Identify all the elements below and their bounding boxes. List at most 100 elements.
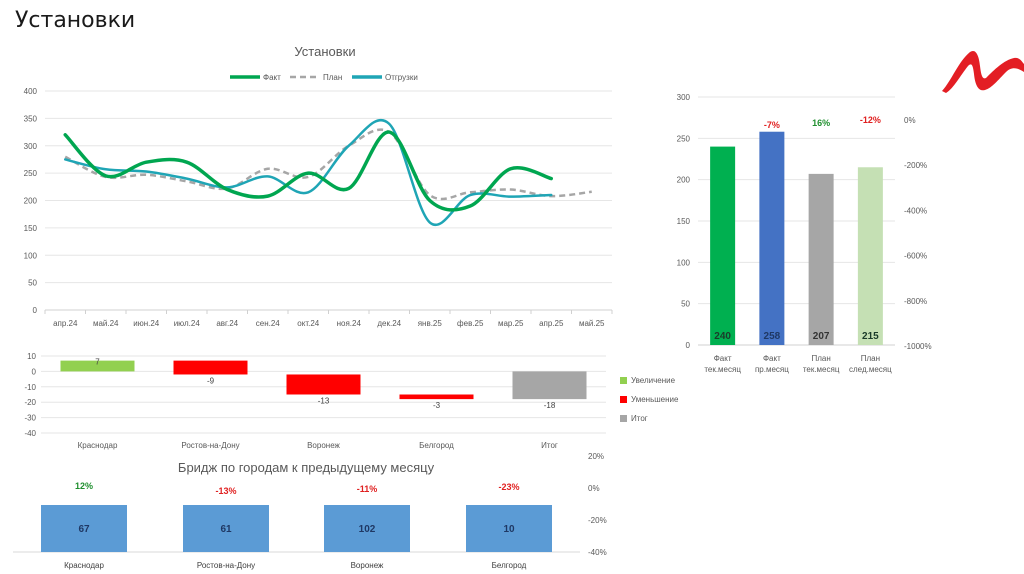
pct-change-label: -7% (764, 120, 780, 130)
x-tick-label: май.25 (579, 319, 605, 328)
y-tick-label: 300 (677, 93, 691, 102)
x-tick-label: сен.24 (256, 319, 281, 328)
legend-label: План (323, 73, 342, 82)
y-tick-label: 100 (24, 251, 38, 260)
y-tick-label: 50 (681, 300, 690, 309)
legend-label: Уменьшение (631, 395, 679, 404)
y-tick-label: -10 (24, 383, 36, 392)
legend-swatch (620, 415, 627, 422)
bar-value-label: 240 (714, 331, 731, 342)
pct-change-label: -23% (498, 482, 519, 492)
y-tick-label: 350 (24, 114, 38, 123)
bar-value-label: -3 (433, 401, 441, 410)
y-tick-label: 400 (24, 87, 38, 96)
x-tick-label: мар.25 (498, 319, 524, 328)
y2-tick-label: -400% (904, 206, 927, 215)
y-tick-label: 0 (686, 341, 691, 350)
pct-change-label: 16% (812, 118, 830, 128)
y2-tick-label: -40% (588, 548, 607, 557)
x-tick-label: ноя.24 (337, 319, 362, 328)
x-tick-label: авг.24 (216, 319, 238, 328)
bar-value-label: 207 (813, 331, 830, 342)
y-tick-label: 150 (24, 224, 38, 233)
x-tick-label: Факт (714, 354, 732, 363)
x-tick-label: Воронеж (351, 561, 384, 570)
y2-tick-label: 0% (904, 116, 916, 125)
city-bar (324, 505, 410, 552)
bar-value-label: 67 (78, 524, 90, 535)
x-tick-label: окт.24 (297, 319, 319, 328)
waterfall-bar (173, 360, 248, 375)
x-tick-label: тек.месяц (803, 365, 840, 374)
waterfall-bar (512, 371, 587, 400)
series-line-plan (64, 128, 592, 201)
x-tick-label: апр.25 (539, 319, 564, 328)
x-tick-label: Ростов-на-Дону (197, 561, 255, 570)
y-tick-label: 50 (28, 279, 37, 288)
y-tick-label: 100 (677, 258, 691, 267)
pct-change-label: 12% (75, 481, 93, 491)
legend-swatch (620, 377, 627, 384)
waterfall-bar (399, 394, 474, 400)
x-tick-label: пр.месяц (755, 365, 789, 374)
y-tick-label: 250 (24, 169, 38, 178)
page-title: Установки (15, 8, 136, 33)
x-tick-label: Краснодар (78, 441, 118, 450)
x-tick-label: Воронеж (307, 441, 340, 450)
y-tick-label: 10 (27, 352, 36, 361)
x-tick-label: Ростов-на-Дону (181, 441, 239, 450)
x-tick-label: янв.25 (418, 319, 443, 328)
y2-tick-label: 0% (588, 484, 600, 493)
waterfall-bar (286, 374, 361, 395)
x-tick-label: июл.24 (174, 319, 201, 328)
x-tick-label: Белгород (419, 441, 454, 450)
y-tick-label: 0 (32, 367, 37, 376)
legend-label: Итог (631, 414, 648, 423)
bar-value-label: -9 (207, 376, 215, 385)
bar-value-label: 215 (862, 331, 879, 342)
bar-value-label: -18 (544, 401, 556, 410)
y2-tick-label: -200% (904, 161, 927, 170)
pct-change-label: -13% (215, 486, 236, 496)
x-tick-label: апр.24 (53, 319, 78, 328)
y2-tick-label: 20% (588, 452, 604, 461)
y2-tick-label: -600% (904, 252, 927, 261)
x-tick-label: дек.24 (377, 319, 401, 328)
legend-label: Увеличение (631, 376, 676, 385)
y-tick-label: -20 (24, 398, 36, 407)
x-tick-label: тек.месяц (704, 365, 741, 374)
waterfall-bar (60, 360, 135, 372)
bar (808, 173, 834, 345)
series-line-fact (63, 130, 553, 212)
legend-swatch (620, 396, 627, 403)
bar-value-label: 7 (95, 358, 100, 367)
pct-change-label: -12% (860, 115, 881, 125)
y-tick-label: 0 (33, 306, 38, 315)
bar (759, 131, 785, 345)
logo-mark (942, 50, 1024, 93)
x-tick-label: май.24 (93, 319, 119, 328)
bar-value-label: 258 (764, 331, 781, 342)
y-tick-label: 250 (677, 134, 691, 143)
bar-value-label: 10 (503, 524, 515, 535)
x-tick-label: фев.25 (457, 319, 484, 328)
x-tick-label: Белгород (492, 561, 527, 570)
x-tick-label: Итог (541, 441, 558, 450)
bar-value-label: 102 (359, 524, 376, 535)
city-bar (183, 505, 269, 552)
series-line-shipments (64, 119, 553, 226)
y-tick-label: 200 (677, 176, 691, 185)
bar (857, 167, 883, 345)
y2-tick-label: -800% (904, 297, 927, 306)
y2-tick-label: -1000% (904, 342, 932, 351)
x-tick-label: Краснодар (64, 561, 104, 570)
x-tick-label: План (861, 354, 880, 363)
y2-tick-label: -20% (588, 516, 607, 525)
legend-label: Отгрузки (385, 73, 418, 82)
x-tick-label: План (811, 354, 830, 363)
